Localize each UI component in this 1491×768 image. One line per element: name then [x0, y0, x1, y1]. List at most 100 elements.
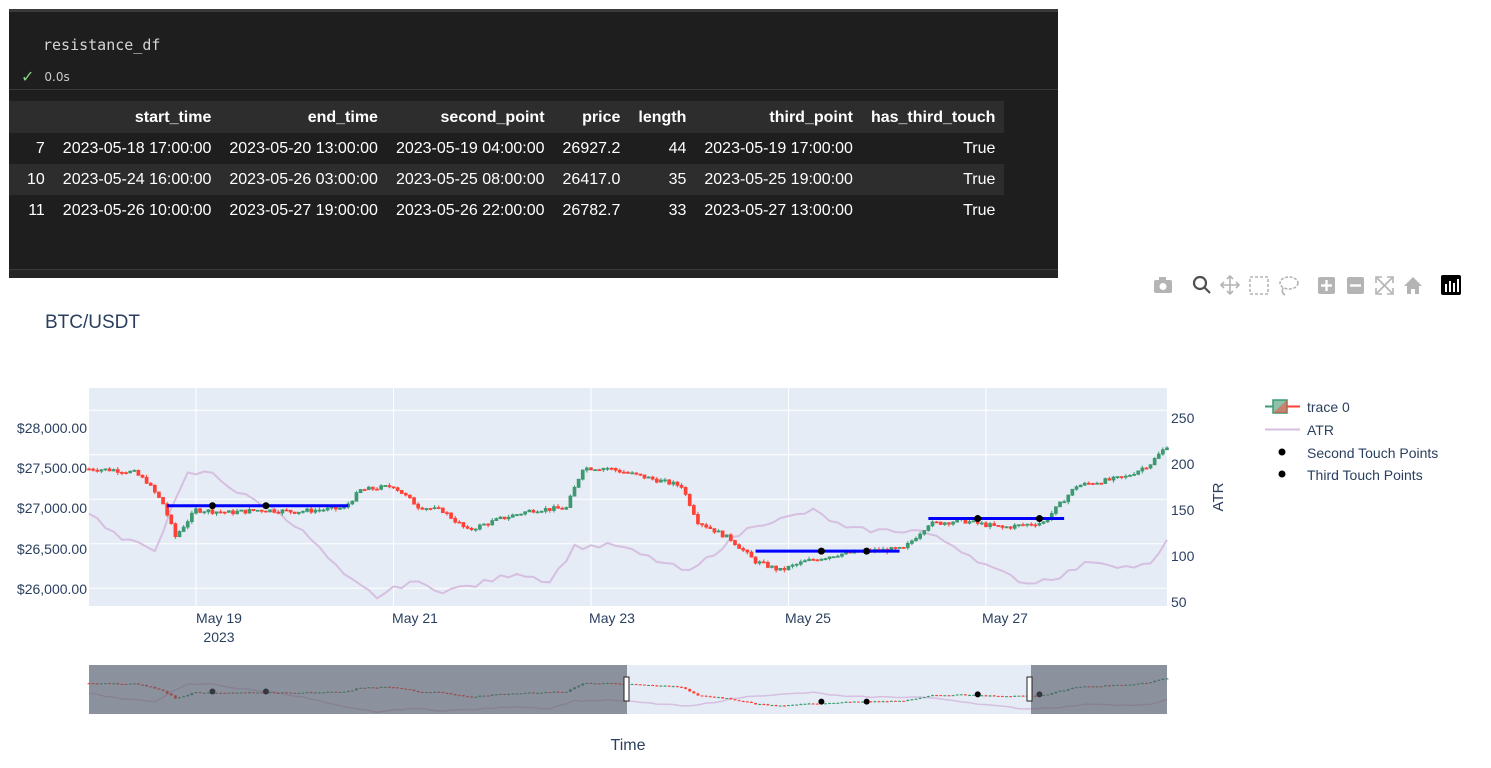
candle	[99, 469, 104, 474]
candle	[597, 468, 602, 472]
code-line[interactable]: resistance_df	[43, 36, 161, 54]
candle	[251, 509, 256, 512]
candle	[416, 502, 421, 511]
candle	[626, 471, 630, 474]
candle	[259, 509, 264, 514]
candle	[1004, 526, 1009, 529]
range-slider-mask-right	[1031, 665, 1167, 714]
candle	[667, 479, 671, 486]
mini-candle	[968, 694, 971, 697]
table-cell: 2023-05-26 10:00:00	[53, 195, 221, 226]
camera-icon[interactable]	[1154, 277, 1172, 293]
plotly-logo-icon[interactable]	[1441, 275, 1461, 295]
mini-candle	[680, 686, 683, 688]
candle	[1152, 457, 1157, 466]
candle	[926, 525, 931, 532]
candle	[951, 521, 955, 526]
grid-lines	[89, 388, 1167, 606]
candle	[412, 496, 416, 505]
zoom-icon[interactable]	[1192, 275, 1211, 294]
candle	[354, 490, 359, 502]
candle	[1103, 477, 1108, 485]
y2-tick-label: 50	[1171, 594, 1187, 610]
candle	[157, 491, 161, 499]
execution-status: ✓ 0.0s	[21, 67, 70, 86]
mini-candle	[803, 703, 807, 705]
candle	[519, 513, 523, 516]
candle	[708, 524, 713, 530]
range-slider-handle-left[interactable]	[623, 676, 630, 702]
pan-icon[interactable]	[1219, 274, 1241, 296]
legend-item-atr[interactable]: ATR	[1265, 422, 1334, 438]
candle	[379, 484, 383, 491]
x-tick-label: May 27	[982, 610, 1028, 626]
mini-candle	[725, 697, 729, 700]
candle	[704, 522, 709, 529]
candle	[1144, 466, 1149, 470]
mini-candle	[869, 701, 873, 703]
mini-candle	[671, 685, 675, 688]
table-cell: 44	[629, 133, 696, 164]
mini-candle	[696, 692, 700, 696]
candle	[292, 511, 297, 515]
legend-item-trace-0[interactable]: trace 0	[1265, 399, 1350, 415]
range-slider[interactable]	[87, 665, 1169, 714]
legend-item-second-touch[interactable]: Second Touch Points	[1278, 445, 1439, 461]
legend-item-third-touch[interactable]: Third Touch Points	[1278, 467, 1423, 483]
mini-candle	[935, 694, 939, 697]
candle	[1029, 522, 1034, 527]
table-cell: 2023-05-24 16:00:00	[53, 164, 221, 195]
candle	[741, 546, 746, 552]
table-row: 7 2023-05-18 17:00:00 2023-05-20 13:00:0…	[9, 133, 1005, 164]
chart: BTC/USDT $26,000.00 $26,500.00 $27,000.0…	[17, 274, 1461, 754]
candle	[535, 510, 540, 514]
mini-candle	[667, 685, 671, 687]
table-cell: 7	[9, 133, 54, 164]
mini-candle	[918, 697, 922, 700]
execution-time: 0.0s	[44, 69, 70, 84]
candle	[992, 521, 997, 526]
candle	[173, 522, 178, 539]
candle	[794, 563, 799, 568]
range-slider-handle-right[interactable]	[1026, 676, 1033, 702]
candle	[313, 507, 318, 514]
x-tick-label: May 23	[589, 610, 635, 626]
mini-candle	[1000, 695, 1004, 697]
touch-points	[208, 502, 1043, 555]
zoom-in-icon[interactable]	[1318, 277, 1335, 294]
candle	[605, 466, 610, 471]
candle	[185, 519, 190, 530]
candle	[317, 507, 322, 513]
lasso-select-icon[interactable]	[1279, 276, 1299, 296]
mini-candle	[630, 683, 634, 686]
candle	[1161, 447, 1165, 456]
mini-candle	[1017, 695, 1021, 697]
candle	[774, 565, 778, 573]
y-tick-label: $27,000.00	[17, 500, 87, 516]
autoscale-icon[interactable]	[1375, 276, 1394, 295]
candle	[527, 508, 532, 513]
candle	[371, 486, 375, 491]
table-cell: 2023-05-25 19:00:00	[695, 164, 862, 195]
reset-axes-icon[interactable]	[1404, 277, 1422, 294]
y-tick-label: $26,000.00	[17, 581, 87, 597]
mini-candle	[877, 700, 881, 703]
zoom-out-icon[interactable]	[1347, 277, 1364, 294]
candle	[181, 525, 186, 532]
column-header-third-point: third_point	[695, 101, 862, 133]
candle	[140, 474, 145, 479]
candle	[321, 508, 326, 512]
mini-candle	[894, 700, 897, 702]
candle	[1107, 476, 1112, 481]
candle	[506, 514, 511, 522]
candle	[1132, 471, 1136, 477]
table-cell: 2023-05-27 19:00:00	[220, 195, 387, 226]
mini-candle	[992, 694, 996, 697]
box-select-icon[interactable]	[1249, 276, 1269, 295]
mini-candle	[766, 703, 770, 706]
candle	[473, 528, 478, 532]
candle	[510, 513, 515, 518]
candle	[91, 467, 95, 472]
candle	[461, 522, 466, 529]
candle	[523, 511, 527, 516]
